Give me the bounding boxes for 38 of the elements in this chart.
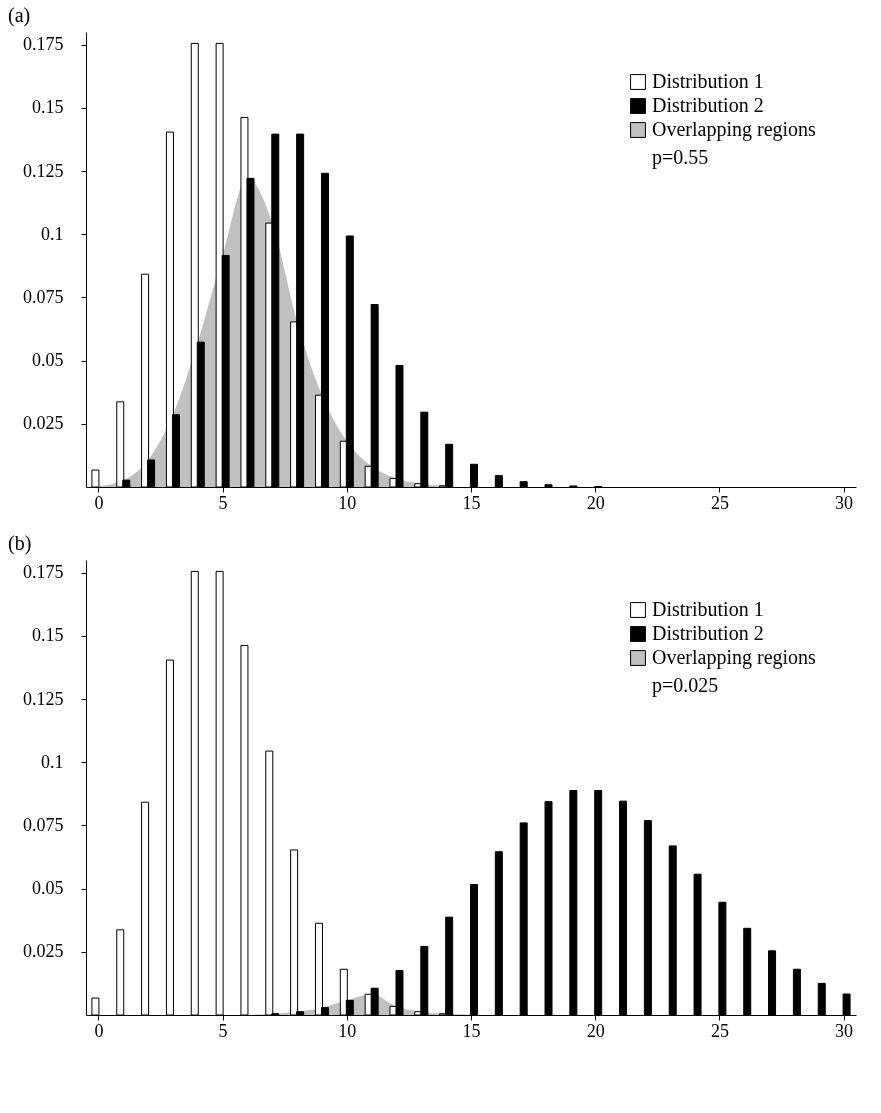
- y-tick-label: 0.1: [41, 751, 64, 772]
- x-tick-label: 30: [835, 492, 854, 513]
- y-tick-label: 0.125: [23, 160, 64, 181]
- y-tick-label: 0.175: [23, 562, 64, 583]
- x-tick-label: 0: [94, 492, 104, 513]
- x-tick-label: 15: [462, 492, 481, 513]
- legend-label: Overlapping regions: [652, 646, 817, 669]
- x-tick-label: 25: [710, 1020, 729, 1041]
- y-tick-label: 0.1: [41, 223, 64, 244]
- y-tick-label: 0.05: [32, 878, 64, 899]
- annotation: p=0.025: [652, 674, 719, 697]
- y-tick-label: 0.15: [32, 97, 64, 118]
- y-tick-label: 0.025: [23, 413, 64, 434]
- x-tick-label: 10: [338, 492, 357, 513]
- y-tick-label: 0.075: [23, 286, 64, 307]
- x-tick-label: 25: [710, 492, 729, 513]
- legend-label: Distribution 2: [652, 94, 764, 116]
- x-tick-label: 20: [586, 1020, 605, 1041]
- x-tick-label: 20: [586, 492, 605, 513]
- chart-title: (b): [8, 532, 32, 555]
- legend-label: Overlapping regions: [652, 118, 817, 141]
- y-tick-label: 0.125: [23, 688, 64, 709]
- x-tick-label: 30: [835, 1020, 854, 1041]
- y-tick-label: 0.05: [32, 350, 64, 371]
- x-tick-label: 0: [94, 1020, 104, 1041]
- y-tick-label: 0.15: [32, 625, 64, 646]
- legend-label: Distribution 1: [652, 598, 764, 620]
- x-tick-label: 5: [218, 1020, 228, 1041]
- chart-title: (a): [8, 4, 31, 27]
- y-tick-label: 0.025: [23, 941, 64, 962]
- x-tick-label: 5: [218, 492, 228, 513]
- y-tick-label: 0.175: [23, 34, 64, 55]
- annotation: p=0.55: [652, 146, 709, 169]
- y-tick-label: 0.075: [23, 814, 64, 835]
- legend-label: Distribution 2: [652, 622, 764, 644]
- x-tick-label: 10: [338, 1020, 357, 1041]
- legend-label: Distribution 1: [652, 70, 764, 92]
- x-tick-label: 15: [462, 1020, 481, 1041]
